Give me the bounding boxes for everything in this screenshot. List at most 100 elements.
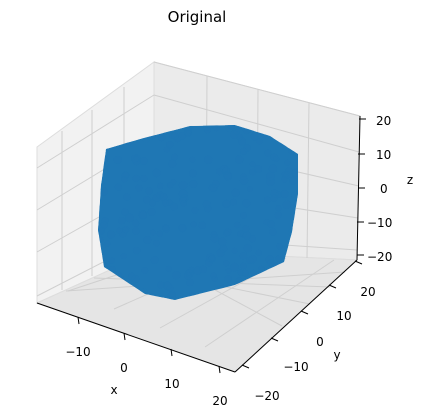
point-cloud-marker xyxy=(235,155,244,164)
point-cloud-marker xyxy=(240,147,248,155)
point-cloud-marker xyxy=(254,165,263,174)
point-cloud-marker xyxy=(104,240,111,247)
point-cloud-marker xyxy=(204,155,213,164)
point-cloud-marker xyxy=(132,174,140,182)
point-cloud-marker xyxy=(242,199,251,208)
point-cloud-edge-marker xyxy=(291,191,298,200)
point-cloud-marker xyxy=(231,188,240,197)
point-cloud-marker xyxy=(157,133,166,142)
point-cloud-marker xyxy=(291,169,298,178)
point-cloud-marker xyxy=(274,211,282,219)
point-cloud-marker xyxy=(98,227,105,235)
x-axis-ticks: −10 0 10 20 xyxy=(65,316,228,408)
y-tick-20 xyxy=(354,260,363,265)
point-cloud-marker xyxy=(191,206,199,214)
point-cloud-marker xyxy=(227,125,235,130)
y-tick-label-10: 10 xyxy=(336,309,351,323)
point-cloud-marker xyxy=(122,226,129,233)
point-cloud-marker xyxy=(242,269,249,277)
point-cloud-marker xyxy=(189,156,196,163)
point-cloud-marker xyxy=(180,200,188,207)
x-tick-0 xyxy=(123,332,126,341)
point-cloud-silhouette xyxy=(98,125,298,300)
point-cloud-marker xyxy=(218,237,227,247)
x-tick-minus-10 xyxy=(77,316,80,325)
chart-title: Original xyxy=(168,8,227,26)
point-cloud-marker xyxy=(224,275,232,283)
point-cloud-marker xyxy=(208,255,216,263)
right-wall-grid-z-10 xyxy=(153,94,360,153)
right-wall-vertical-3 xyxy=(306,102,310,259)
x-tick-20 xyxy=(218,365,221,374)
point-cloud-edge-marker xyxy=(98,205,104,214)
point-cloud-marker xyxy=(163,146,170,153)
point-cloud-marker xyxy=(99,187,108,197)
point-cloud-marker xyxy=(280,190,289,198)
point-cloud-marker xyxy=(239,252,248,260)
point-cloud-marker xyxy=(249,161,256,167)
point-cloud-marker xyxy=(100,221,108,229)
x-axis-line xyxy=(36,302,236,373)
point-cloud-marker xyxy=(275,255,283,262)
point-cloud-marker xyxy=(133,154,141,162)
point-cloud-marker xyxy=(168,159,177,168)
point-cloud-marker xyxy=(165,265,172,272)
point-cloud-marker xyxy=(114,183,123,191)
point-cloud-marker xyxy=(243,244,252,253)
z-tick-label-0: 0 xyxy=(380,182,388,196)
point-cloud-marker xyxy=(208,183,217,192)
y-axis-ticks: −20 −10 0 10 20 xyxy=(241,260,376,403)
x-tick-label-20: 20 xyxy=(212,394,227,408)
y-axis-label: y xyxy=(333,348,340,362)
point-cloud-marker xyxy=(135,184,143,192)
point-cloud-marker xyxy=(230,262,239,272)
point-cloud-marker xyxy=(233,129,240,135)
point-cloud-marker xyxy=(167,292,176,300)
point-cloud-marker xyxy=(230,198,238,206)
y-tick-label-minus-10: −10 xyxy=(283,360,308,374)
point-cloud-marker xyxy=(193,266,202,275)
point-cloud-marker xyxy=(116,227,123,234)
point-cloud-marker xyxy=(276,243,283,250)
point-cloud-marker xyxy=(242,225,250,233)
point-cloud-marker xyxy=(270,194,278,202)
point-cloud-marker xyxy=(210,272,217,279)
y-tick-0 xyxy=(300,310,309,315)
point-cloud-marker xyxy=(281,176,288,183)
point-cloud-marker xyxy=(284,159,291,166)
point-cloud-marker xyxy=(255,249,262,256)
point-cloud-marker xyxy=(131,275,140,284)
point-cloud-marker xyxy=(125,213,134,223)
point-cloud-marker xyxy=(121,208,129,216)
point-cloud-marker xyxy=(132,227,140,235)
point-cloud-marker xyxy=(157,281,165,289)
x-tick-label-0: 0 xyxy=(120,361,128,375)
point-cloud-marker xyxy=(140,174,148,183)
point-cloud-marker xyxy=(235,133,243,141)
z-tick-label-minus-10: −10 xyxy=(367,216,392,230)
point-cloud-marker xyxy=(247,186,253,192)
point-cloud-marker xyxy=(273,155,280,162)
y-tick-10 xyxy=(328,284,337,289)
x-tick-label-minus-10: −10 xyxy=(65,345,90,359)
point-cloud-marker xyxy=(215,168,224,176)
point-cloud-marker xyxy=(266,177,275,186)
point-cloud-marker xyxy=(171,132,179,140)
point-cloud-marker xyxy=(240,211,247,219)
y-axis-line xyxy=(234,259,358,373)
point-cloud-marker xyxy=(268,164,278,173)
point-cloud-marker xyxy=(147,208,156,216)
point-cloud-marker xyxy=(189,180,198,188)
point-cloud-marker xyxy=(162,199,169,207)
point-cloud-marker xyxy=(242,231,252,240)
point-cloud-marker xyxy=(162,225,170,233)
point-cloud-marker xyxy=(198,221,206,230)
y-tick-label-minus-20: −20 xyxy=(254,389,279,403)
point-cloud-marker xyxy=(222,199,231,209)
point-cloud-marker xyxy=(132,219,140,227)
point-cloud-marker xyxy=(113,155,122,164)
point-cloud-marker xyxy=(240,262,247,270)
point-cloud-marker xyxy=(152,168,161,178)
